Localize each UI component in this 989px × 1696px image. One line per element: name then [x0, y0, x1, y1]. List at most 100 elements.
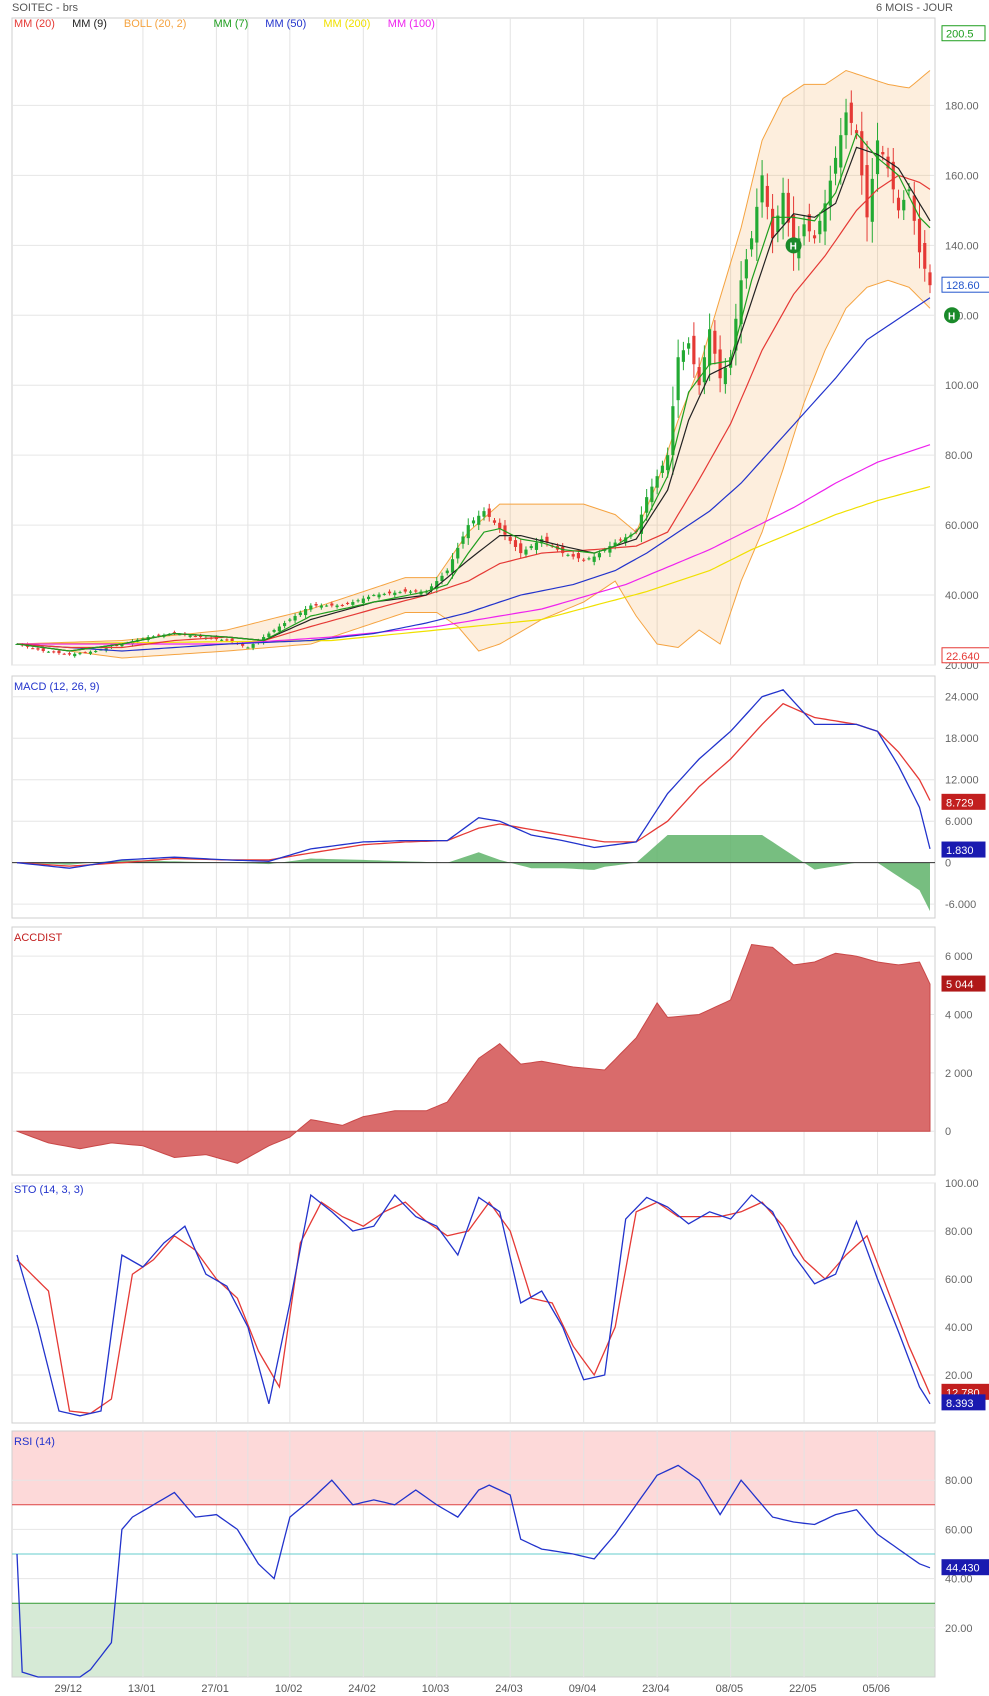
candle-body: [786, 192, 790, 223]
candle-body: [524, 549, 528, 555]
rsi-last-badge-bg: [941, 1559, 989, 1576]
candle-body: [828, 180, 832, 206]
bollinger-band-fill: [17, 70, 930, 658]
candle-body: [372, 595, 376, 597]
candle-body: [267, 633, 271, 638]
candle-body: [592, 556, 596, 562]
candle-body: [57, 650, 61, 654]
price-low-badge: 22.640: [946, 651, 980, 663]
rsi-y-tick: 60.00: [945, 1524, 973, 1536]
stochastic-legend: STO (14, 3, 3): [14, 1184, 84, 1196]
candle-body: [912, 195, 916, 221]
price-legend-item: MM (20): [14, 18, 55, 30]
accdist-y-tick: 0: [945, 1126, 951, 1138]
candle-body: [199, 635, 203, 638]
accdist-last-badge-bg: [941, 975, 986, 992]
macd-y-tick: 24.000: [945, 692, 979, 704]
candle-body: [178, 634, 182, 636]
accdist-y-tick: 6 000: [945, 951, 973, 963]
candle-body: [923, 242, 927, 269]
candle-body: [461, 536, 465, 544]
price-y-tick: 160.00: [945, 170, 979, 182]
candle-body: [172, 632, 176, 634]
candle-body: [624, 537, 628, 543]
candle-body: [277, 626, 281, 632]
candle-body: [755, 206, 759, 243]
candle-body: [760, 175, 764, 203]
ma7-line: [16, 132, 931, 652]
candle-body: [870, 178, 874, 222]
candle-body: [513, 540, 518, 547]
candle-body: [361, 598, 365, 604]
candle-body: [403, 589, 407, 592]
x-tick-label: 29/12: [54, 1683, 82, 1695]
candle-body: [340, 605, 344, 607]
candle-body: [73, 653, 77, 657]
rsi-oversold-zone: [12, 1603, 935, 1677]
macd-frame: [11, 675, 936, 919]
h-marker-label: H: [790, 241, 797, 252]
stochastic-y-tick: 60.00: [945, 1274, 973, 1286]
candle-body: [823, 203, 827, 232]
candle-body: [188, 635, 192, 637]
rsi-overbought-zone: [12, 1431, 935, 1505]
stochastic-k-line: [16, 1193, 931, 1417]
candle-body: [88, 651, 93, 654]
candle-body: [587, 558, 591, 560]
candle-body: [466, 525, 470, 539]
accdist-y-tick: 2 000: [945, 1068, 973, 1080]
candle-body: [655, 476, 659, 488]
candle-body: [193, 636, 197, 638]
stochastic-y-tick: 100.00: [945, 1178, 979, 1190]
candle-body: [41, 648, 45, 652]
candle-body: [288, 619, 292, 621]
candle-body: [262, 637, 266, 643]
stochastic-y-tick: 80.00: [945, 1226, 973, 1238]
candle-body: [692, 335, 696, 365]
price-high-badge: 200.5: [946, 29, 974, 41]
ma20-line: [16, 174, 931, 649]
candle-body: [529, 546, 533, 549]
macd-y-tick: 0: [945, 858, 951, 870]
stochastic-y-tick: 20.00: [945, 1370, 973, 1382]
candle-body: [398, 592, 402, 594]
x-tick-label: 13/01: [128, 1683, 156, 1695]
candle-body: [812, 235, 817, 239]
price-last-badge-bg: [941, 276, 989, 293]
price-y-tick: 60.000: [945, 520, 979, 532]
candle-body: [608, 546, 612, 553]
candle-body: [508, 537, 512, 541]
candle-body: [697, 367, 701, 386]
price-legend-item: MM (100): [388, 18, 435, 30]
candle-body: [618, 539, 623, 541]
candle-body: [272, 630, 276, 632]
candle-body: [319, 605, 323, 608]
macd-y-tick: -6.000: [945, 899, 976, 911]
candle-body: [917, 218, 922, 253]
candle-body: [849, 102, 853, 123]
accdist-legend: ACCDIST: [14, 932, 63, 944]
candle-body: [225, 639, 229, 641]
chart-title: SOITEC - brs: [12, 2, 79, 14]
macd-signal-line: [16, 702, 931, 867]
candle-body: [545, 536, 549, 543]
candle-body: [445, 570, 449, 574]
candle-body: [907, 189, 911, 192]
candle-body: [304, 609, 308, 616]
price-legend-item: MM (50): [265, 18, 306, 30]
candle-body: [660, 465, 664, 473]
stochastic-k-badge: 8.393: [946, 1398, 974, 1410]
candle-body: [582, 559, 586, 561]
macd-y-tick: 18.000: [945, 733, 979, 745]
rsi-legend: RSI (14): [14, 1436, 55, 1448]
accdist-frame: [11, 926, 936, 1176]
candle-body: [503, 525, 507, 535]
candle-body: [141, 638, 145, 640]
candle-body: [220, 639, 224, 641]
macd-value-badge-bg: [941, 841, 986, 858]
h-marker-label: H: [948, 311, 955, 322]
candle-body: [791, 214, 796, 253]
price-y-tick: 180.00: [945, 100, 979, 112]
candle-body: [62, 653, 66, 655]
